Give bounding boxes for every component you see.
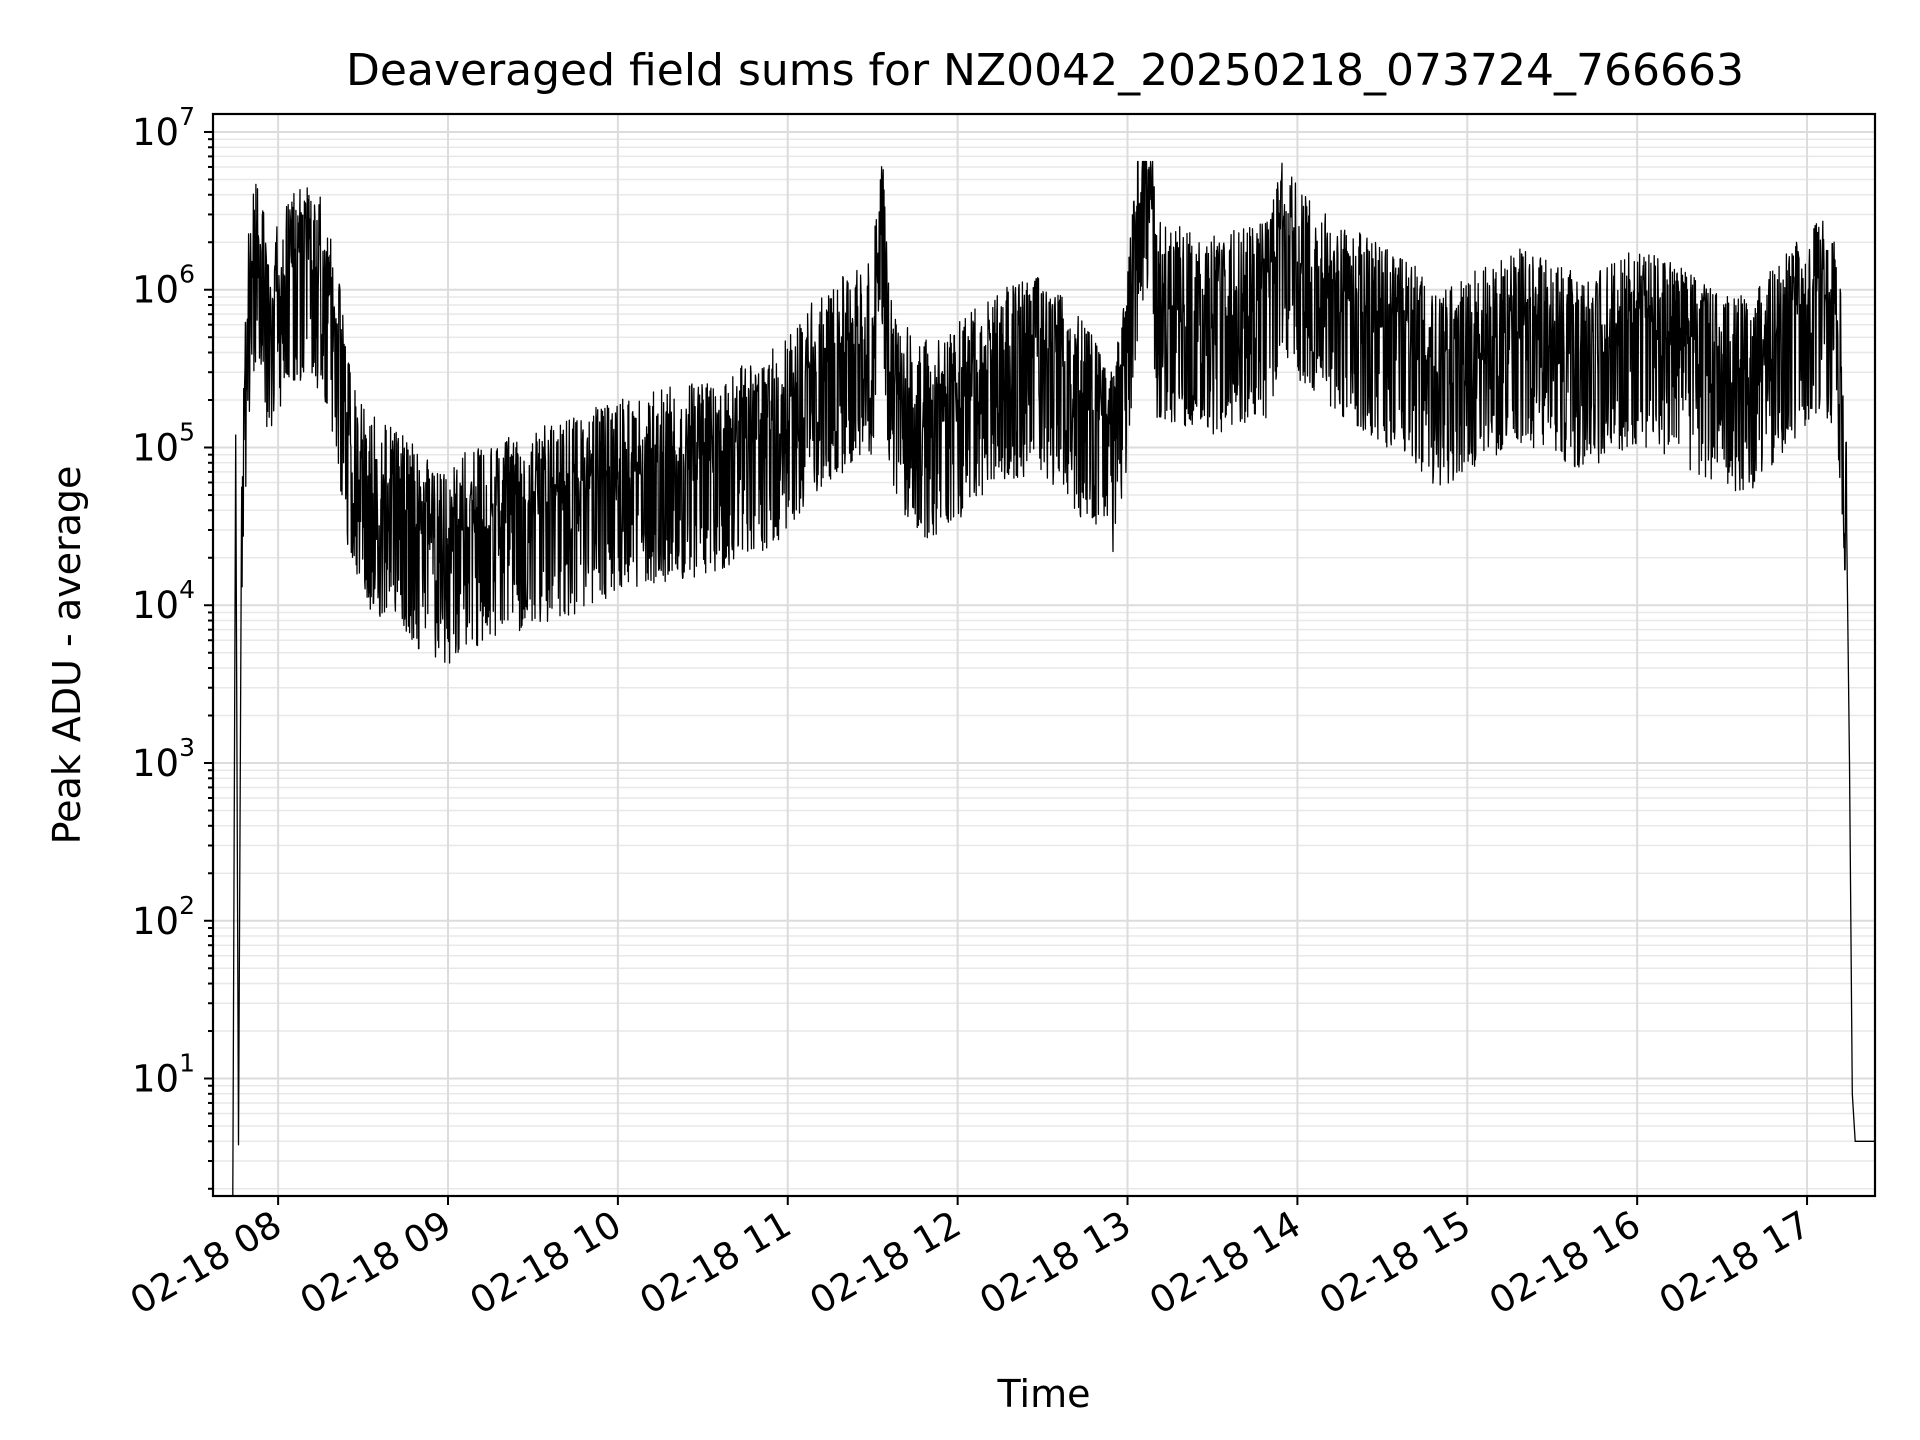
x-tick-label: 02-18 11 [633,1203,799,1323]
y-tick-base: 10 [132,269,179,312]
x-tick-label: 02-18 12 [803,1203,969,1323]
x-tick-label: 02-18 13 [972,1203,1138,1323]
y-tick-exponent: 4 [179,575,195,604]
y-tick-label: 107 [132,102,195,154]
y-tick-base: 10 [132,742,179,785]
chart-title: Deaveraged field sums for NZ0042_2025021… [346,45,1744,96]
x-tick-label: 02-18 16 [1482,1203,1648,1323]
y-tick-base: 10 [132,426,179,469]
y-axis-label: Peak ADU - average [45,466,89,845]
y-tick-base: 10 [132,111,179,154]
y-tick-exponent: 3 [179,733,195,762]
series-line [232,160,1875,1197]
plot-frame [211,112,1877,1198]
y-tick-exponent: 2 [179,891,195,920]
x-tick-label: 02-18 15 [1312,1203,1478,1323]
grid [213,114,1875,1196]
x-tick-label: 02-18 09 [293,1203,459,1323]
x-tick-label: 02-18 10 [463,1203,629,1323]
x-axis-label: Time [997,1372,1091,1416]
y-tick-label: 106 [132,260,195,312]
series-layer [232,160,1875,1197]
y-tick-base: 10 [132,1058,179,1101]
x-tick-label: 02-18 08 [123,1203,289,1323]
y-tick-label: 104 [132,575,195,627]
y-tick-label: 102 [132,891,195,943]
y-tick-base: 10 [132,584,179,627]
y-tick-label: 101 [132,1049,195,1101]
y-tick-exponent: 6 [179,260,195,289]
y-tick-label: 103 [132,733,195,785]
x-tick-label: 02-18 14 [1142,1203,1308,1323]
y-tick-exponent: 1 [179,1049,195,1078]
y-tick-exponent: 7 [179,102,195,131]
y-tick-base: 10 [132,900,179,943]
x-tick-label: 02-18 17 [1652,1203,1818,1323]
y-tick-label: 105 [132,417,195,469]
y-tick-exponent: 5 [179,417,195,446]
